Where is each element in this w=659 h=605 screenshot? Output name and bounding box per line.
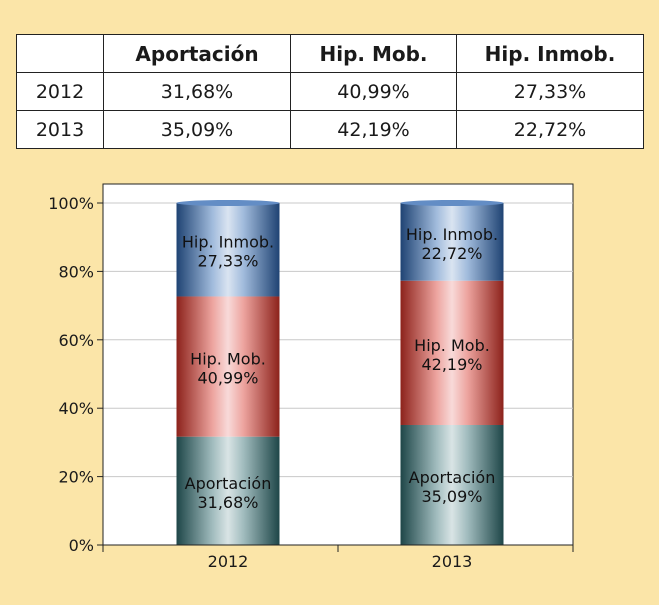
table-row: 2012 31,68% 40,99% 27,33% (16, 72, 644, 111)
y-tick-label: 80% (58, 262, 94, 281)
y-tick-label: 20% (58, 468, 94, 487)
x-tick-label: 2013 (432, 552, 473, 571)
table-cell: 31,68% (103, 72, 291, 111)
bar-cap (400, 200, 504, 206)
chart-container: Aportación 31,68% Hip. Mob. 40,99% Hip. Inmo… (0, 170, 659, 600)
table-cell: 40,99% (290, 72, 457, 111)
table-header-cell: Hip. Inmob. (456, 34, 644, 73)
bar-segment-hip-mob-2012 (176, 296, 280, 437)
y-tick-label: 60% (58, 331, 94, 350)
data-table: Aportación Hip. Mob. Hip. Inmob. 2012 31… (16, 34, 644, 149)
bar-series-label: Aportación (185, 474, 272, 493)
bar-value-label: 27,33% (197, 252, 258, 271)
bar-segment-hip-inmob-2012 (176, 203, 280, 297)
bar-segment-aportaci-n-2012 (176, 436, 280, 545)
x-tick-label: 2012 (208, 552, 249, 571)
bar-value-label: 22,72% (421, 244, 482, 263)
table-cell: 27,33% (456, 72, 644, 111)
y-tick-label: 40% (58, 399, 94, 418)
y-tick-label: 0% (69, 536, 94, 555)
bar-series-label: Hip. Inmob. (406, 225, 498, 244)
table-header-cell: Aportación (103, 34, 291, 73)
bar-series-label: Hip. Inmob. (182, 233, 274, 252)
table-cell: 2012 (16, 72, 104, 111)
bar-segment-hip-inmob-2013 (400, 203, 504, 281)
table-header-cell (16, 34, 104, 73)
table-header-cell: Hip. Mob. (290, 34, 457, 73)
bar-series-label: Hip. Mob. (190, 350, 266, 369)
data-table-container: Aportación Hip. Mob. Hip. Inmob. 2012 31… (16, 34, 644, 149)
bar-series-label: Aportación (409, 468, 496, 487)
table-cell: 42,19% (290, 110, 457, 149)
y-tick-label: 100% (48, 194, 94, 213)
bar-value-label: 31,68% (197, 493, 258, 512)
bar-value-label: 40,99% (197, 369, 258, 388)
table-row: 2013 35,09% 42,19% 22,72% (16, 110, 644, 149)
table-cell: 35,09% (103, 110, 291, 149)
table-cell: 2013 (16, 110, 104, 149)
bar-segment-hip-mob-2013 (400, 280, 504, 425)
bar-cap (176, 200, 280, 206)
table-header-row: Aportación Hip. Mob. Hip. Inmob. (16, 34, 644, 73)
bar-value-label: 35,09% (421, 487, 482, 506)
bar-value-label: 42,19% (421, 355, 482, 374)
bar-segment-aportaci-n-2013 (400, 424, 504, 545)
axes-group: 0% 20% 40% 60% 80% 100% 2012 2013 (48, 184, 574, 571)
bar-series-label: Hip. Mob. (414, 336, 490, 355)
table-cell: 22,72% (456, 110, 644, 149)
